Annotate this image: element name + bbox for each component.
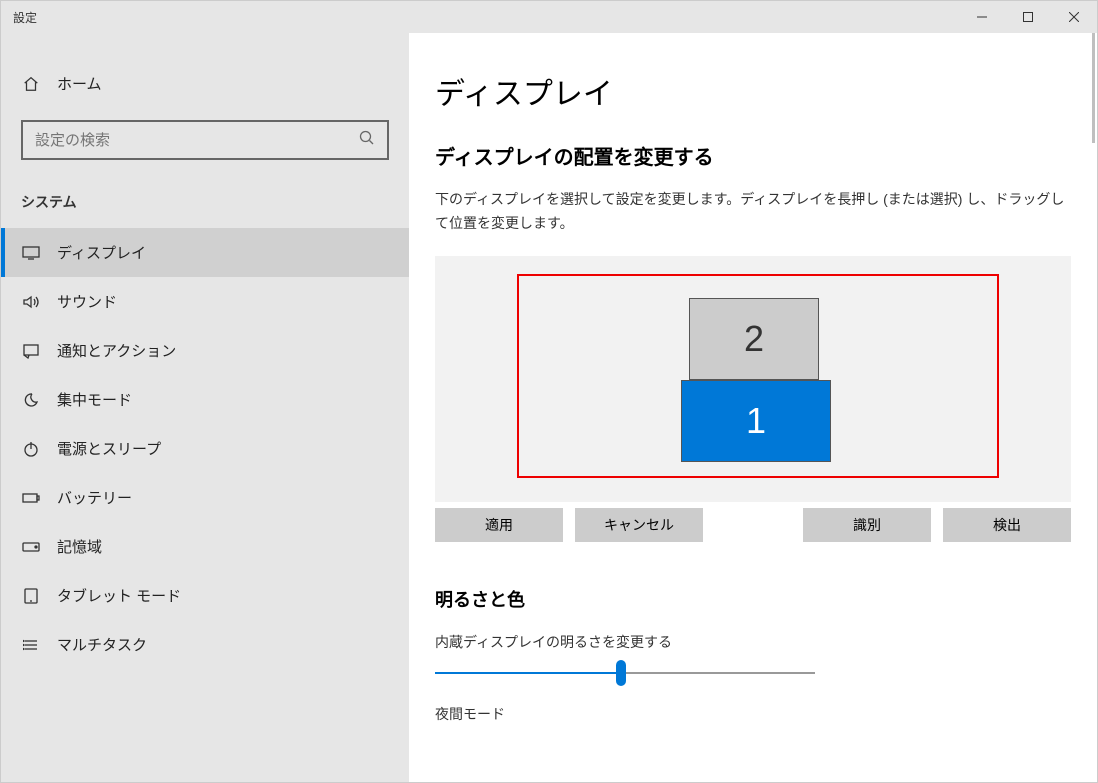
home-icon — [21, 75, 41, 93]
sidebar-item-label: 集中モード — [57, 389, 132, 410]
window-title: 設定 — [1, 9, 37, 26]
night-mode-label: 夜間モード — [435, 704, 1071, 724]
tablet-icon — [21, 588, 41, 604]
search-container — [21, 120, 389, 160]
storage-icon — [21, 542, 41, 552]
notification-icon — [21, 343, 41, 359]
arrange-heading: ディスプレイの配置を変更する — [435, 141, 1071, 170]
arrange-description: 下のディスプレイを選択して設定を変更します。ディスプレイを長押し (または選択)… — [435, 188, 1071, 236]
spacer — [715, 508, 791, 542]
sidebar-item-label: ディスプレイ — [57, 242, 146, 263]
brightness-heading: 明るさと色 — [435, 586, 1071, 612]
sidebar-item-display[interactable]: ディスプレイ — [1, 228, 409, 277]
sidebar-item-focus[interactable]: 集中モード — [1, 375, 409, 424]
sound-icon — [21, 294, 41, 310]
focus-icon — [21, 392, 41, 408]
detect-button[interactable]: 検出 — [943, 508, 1071, 542]
main-area: ホーム システム ディスプレイ サウンド 通知 — [1, 33, 1097, 782]
sidebar-item-label: 記憶域 — [57, 536, 102, 557]
highlight-box: 2 1 — [517, 274, 999, 478]
identify-button[interactable]: 識別 — [803, 508, 931, 542]
sidebar-item-tablet[interactable]: タブレット モード — [1, 571, 409, 620]
maximize-icon — [1023, 12, 1033, 22]
brightness-section: 明るさと色 内蔵ディスプレイの明るさを変更する 夜間モード — [435, 586, 1071, 724]
minimize-icon — [977, 12, 987, 22]
brightness-label: 内蔵ディスプレイの明るさを変更する — [435, 632, 1071, 652]
sidebar-item-label: タブレット モード — [57, 585, 181, 606]
sidebar-item-label: マルチタスク — [57, 634, 147, 655]
multitask-icon — [21, 638, 41, 652]
sidebar-item-label: サウンド — [57, 291, 117, 312]
window-controls — [959, 1, 1097, 33]
sidebar-section-label: システム — [1, 184, 409, 220]
search-input[interactable] — [35, 132, 359, 149]
power-icon — [21, 441, 41, 457]
sidebar-item-label: バッテリー — [57, 487, 132, 508]
slider-thumb[interactable] — [616, 660, 626, 686]
cancel-button[interactable]: キャンセル — [575, 508, 703, 542]
titlebar: 設定 — [1, 1, 1097, 33]
sidebar-item-storage[interactable]: 記憶域 — [1, 522, 409, 571]
home-label: ホーム — [57, 73, 102, 94]
monitor-2[interactable]: 2 — [689, 298, 819, 380]
search-icon — [359, 130, 375, 151]
sidebar-item-sound[interactable]: サウンド — [1, 277, 409, 326]
page-title: ディスプレイ — [435, 69, 1071, 113]
sidebar-item-power[interactable]: 電源とスリープ — [1, 424, 409, 473]
sidebar-item-battery[interactable]: バッテリー — [1, 473, 409, 522]
slider-fill — [435, 672, 621, 674]
home-nav[interactable]: ホーム — [1, 63, 409, 104]
sidebar-item-notifications[interactable]: 通知とアクション — [1, 326, 409, 375]
close-icon — [1069, 12, 1079, 22]
minimize-button[interactable] — [959, 1, 1005, 33]
monitor-1[interactable]: 1 — [681, 380, 831, 462]
content-pane: ディスプレイ ディスプレイの配置を変更する 下のディスプレイを選択して設定を変更… — [409, 33, 1097, 782]
sidebar-item-label: 通知とアクション — [57, 340, 176, 361]
search-box[interactable] — [21, 120, 389, 160]
maximize-button[interactable] — [1005, 1, 1051, 33]
battery-icon — [21, 492, 41, 504]
display-icon — [21, 246, 41, 260]
apply-button[interactable]: 適用 — [435, 508, 563, 542]
sidebar: ホーム システム ディスプレイ サウンド 通知 — [1, 33, 409, 782]
close-button[interactable] — [1051, 1, 1097, 33]
brightness-slider[interactable] — [435, 664, 815, 684]
sidebar-item-label: 電源とスリープ — [57, 438, 161, 459]
scrollbar-thumb[interactable] — [1092, 33, 1095, 143]
nav-list: ディスプレイ サウンド 通知とアクション 集中モード 電源とスリープ バッテリー — [1, 228, 409, 669]
arrange-button-row: 適用 キャンセル 識別 検出 — [435, 508, 1071, 542]
display-arrange-area[interactable]: 2 1 — [435, 256, 1071, 502]
sidebar-item-multitask[interactable]: マルチタスク — [1, 620, 409, 669]
